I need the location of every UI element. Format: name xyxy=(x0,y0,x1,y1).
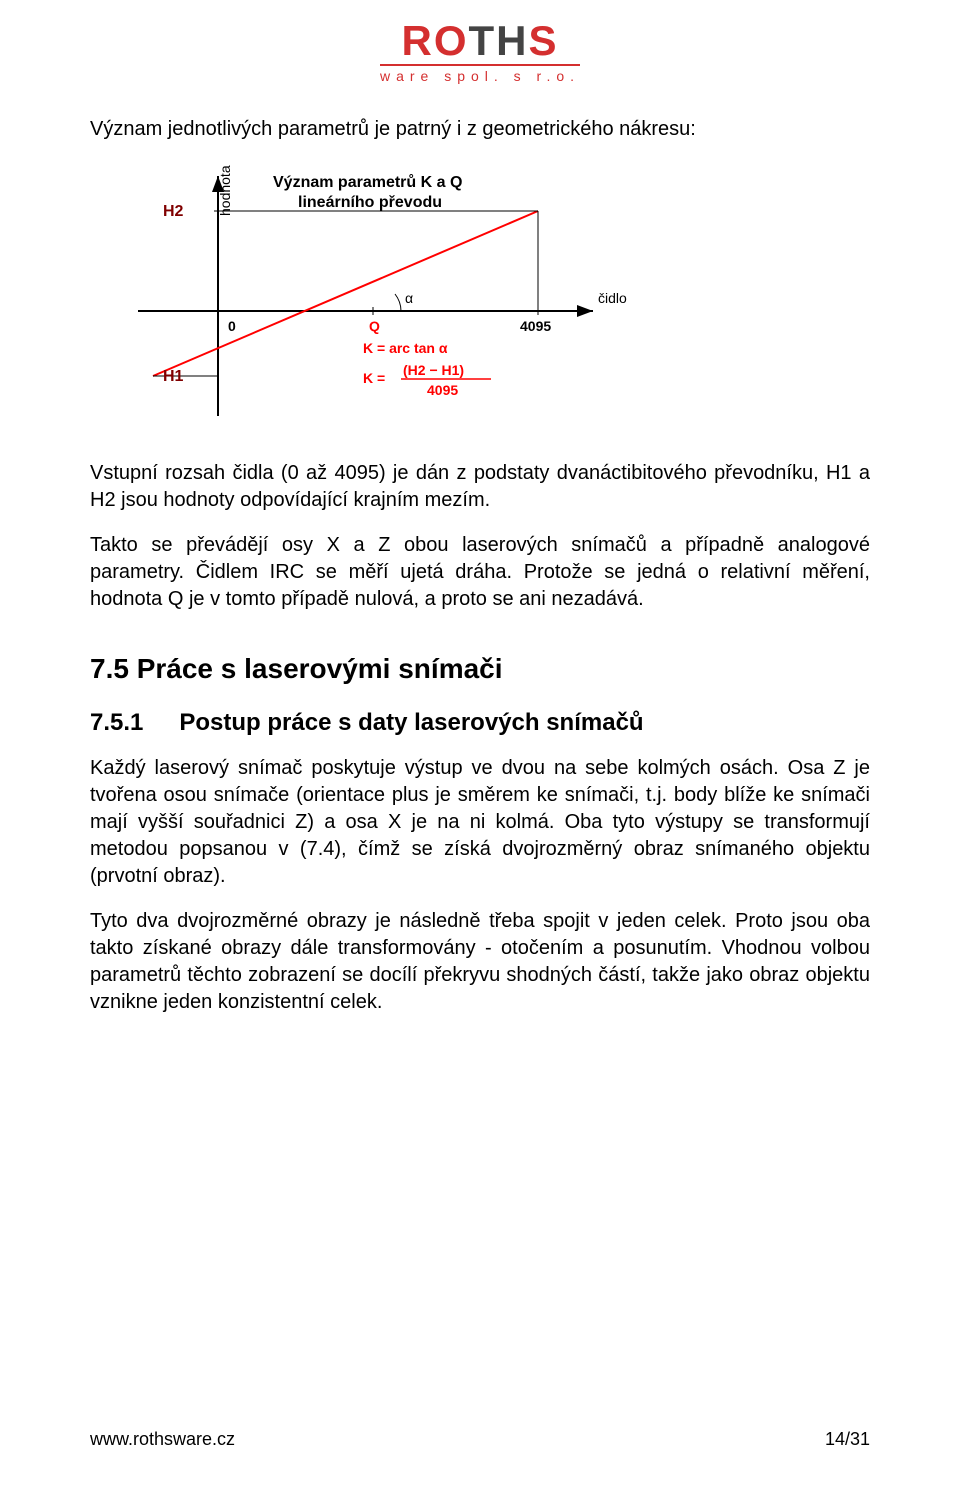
section-heading: 7.5 Práce s laserovými snímači xyxy=(90,653,870,685)
intro-paragraph: Význam jednotlivých parametrů je patrný … xyxy=(90,116,870,143)
paragraph-2: Takto se převádějí osy X a Z obou lasero… xyxy=(90,532,870,613)
section-heading-num: 7.5 xyxy=(90,653,129,684)
svg-text:lineárního převodu: lineárního převodu xyxy=(298,194,442,211)
subsection-heading-title: Postup práce s daty laserových snímačů xyxy=(179,709,643,736)
header-logo: ROTHS ware spol. s r.o. xyxy=(90,20,870,86)
svg-text:Q: Q xyxy=(369,318,380,334)
paragraph-4: Tyto dva dvojrozměrné obrazy je následně… xyxy=(90,908,870,1016)
diagram: hodnota H2 H1 0 Q 4095 α čidlo Význam parametrů … xyxy=(108,161,870,436)
diagram-svg: hodnota H2 H1 0 Q 4095 α čidlo Význam parametrů … xyxy=(108,161,648,431)
footer: www.rothsware.cz 14/31 xyxy=(90,1429,870,1450)
page: ROTHS ware spol. s r.o. Význam jednotliv… xyxy=(0,0,960,1506)
svg-text:H1: H1 xyxy=(163,368,184,385)
svg-text:α: α xyxy=(405,290,413,306)
paragraph-3: Každý laserový snímač poskytuje výstup v… xyxy=(90,755,870,890)
subsection-heading: 7.5.1 Postup práce s daty laserových sním… xyxy=(90,709,870,737)
svg-text:0: 0 xyxy=(228,318,236,334)
footer-right: 14/31 xyxy=(825,1429,870,1450)
svg-text:K = arc tan α: K = arc tan α xyxy=(363,340,448,356)
svg-text:čidlo: čidlo xyxy=(598,290,627,306)
svg-text:(H2 − H1): (H2 − H1) xyxy=(403,362,464,378)
section-heading-title: Práce s laserovými snímači xyxy=(137,653,503,684)
svg-text:hodnota: hodnota xyxy=(217,165,233,216)
svg-text:4095: 4095 xyxy=(520,318,551,334)
subsection-heading-num: 7.5.1 xyxy=(90,709,143,736)
paragraph-1: Vstupní rozsah čidla (0 až 4095) je dán … xyxy=(90,460,870,514)
svg-text:K =: K = xyxy=(363,370,385,386)
logo-line2: ware spol. s r.o. xyxy=(380,64,580,84)
svg-text:H2: H2 xyxy=(163,203,184,220)
footer-left: www.rothsware.cz xyxy=(90,1429,235,1450)
svg-text:4095: 4095 xyxy=(427,382,458,398)
svg-text:Význam parametrů K a Q: Význam parametrů K a Q xyxy=(273,174,462,191)
logo-line1: ROTHS xyxy=(380,20,580,62)
